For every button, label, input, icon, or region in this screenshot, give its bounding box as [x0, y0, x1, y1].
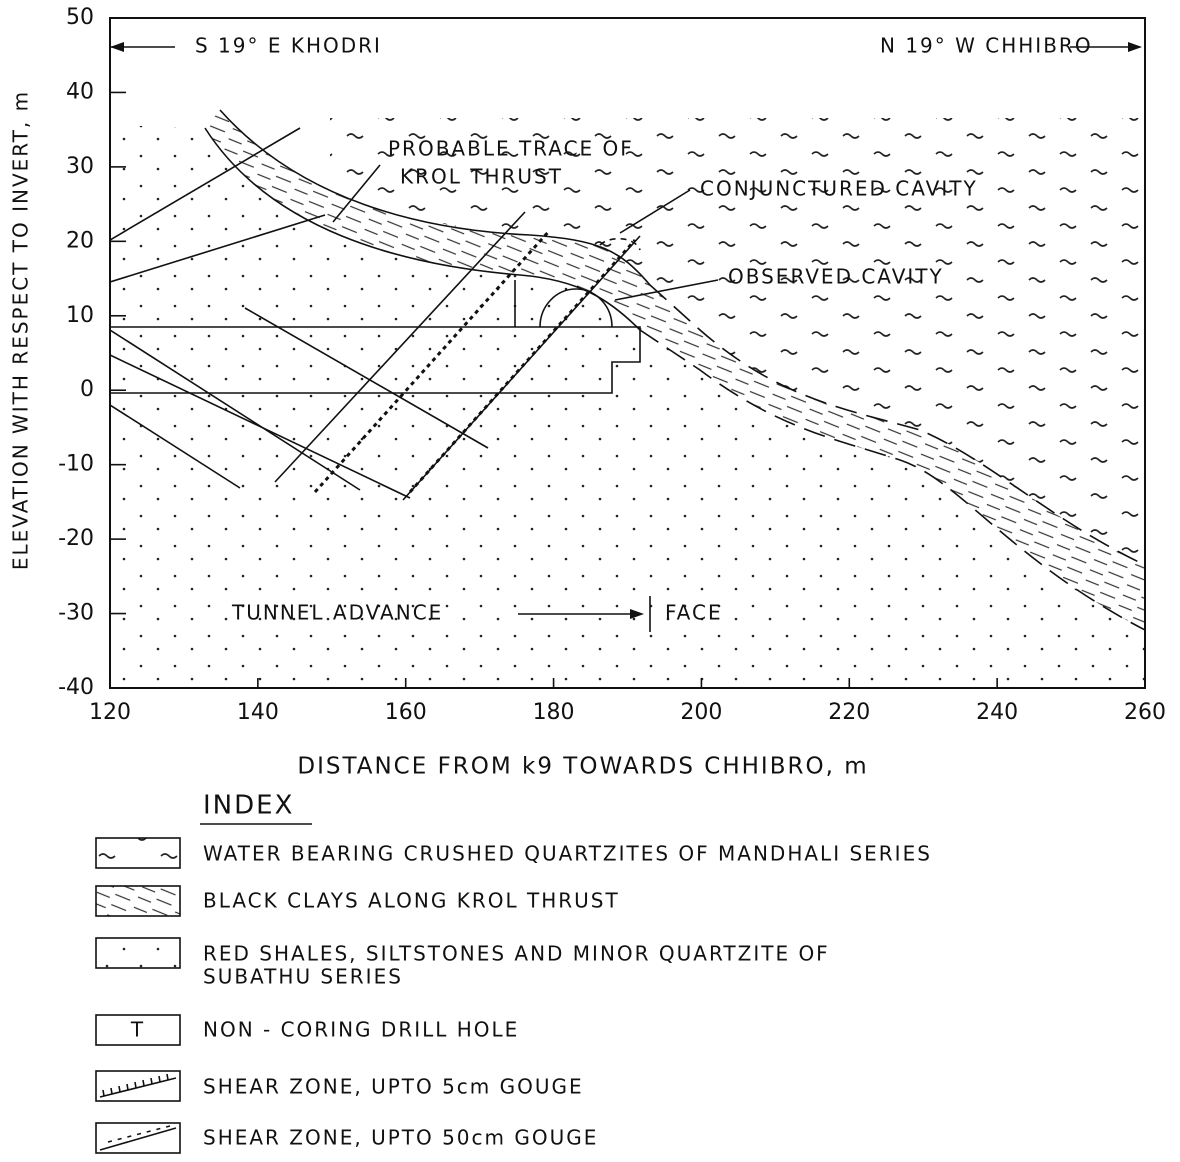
- y-tick-label: 30: [66, 154, 94, 179]
- y-tick-label: 10: [66, 303, 94, 328]
- legend-text: SHEAR ZONE, UPTO 5cm GOUGE: [203, 1075, 584, 1099]
- y-tick-label: 50: [66, 5, 94, 30]
- annotations: S 19° E KHODRI N 19° W CHHIBRO PROBABLE …: [110, 34, 1142, 632]
- legend-symbol: T: [130, 1018, 145, 1042]
- x-tick-label: 120: [89, 700, 131, 725]
- legend-text: BLACK CLAYS ALONG KROL THRUST: [203, 889, 620, 913]
- legend-text: SHEAR ZONE, UPTO 50cm GOUGE: [203, 1126, 598, 1150]
- x-tick-label: 140: [237, 700, 279, 725]
- legend: WATER BEARING CRUSHED QUARTZITES OF MAND…: [95, 837, 932, 1154]
- x-tick-label: 260: [1124, 700, 1166, 725]
- legend-text: NON - CORING DRILL HOLE: [203, 1018, 519, 1042]
- plot-frame: [109, 17, 1146, 689]
- y-tick-label: 40: [66, 79, 94, 104]
- annotation: S 19° E KHODRI: [195, 34, 382, 58]
- x-tick-label: 200: [680, 700, 722, 725]
- y-tick-label: -30: [58, 601, 94, 626]
- x-tick-label: 160: [385, 700, 427, 725]
- annotation: FACE: [665, 601, 723, 625]
- annotation: KROL THRUST: [400, 165, 563, 189]
- annotation: TUNNEL ADVANCE: [231, 601, 443, 625]
- geology: [110, 109, 1145, 688]
- annotation: PROBABLE TRACE OF: [388, 137, 634, 161]
- y-axis-label: ELEVATION WITH RESPECT TO INVERT, m: [9, 90, 33, 570]
- y-tick-label: -20: [58, 526, 94, 551]
- x-tick-label: 180: [533, 700, 575, 725]
- x-tick-label: 220: [828, 700, 870, 725]
- y-tick-label: -40: [58, 675, 94, 700]
- annotation: OBSERVED CAVITY: [728, 265, 944, 289]
- annotation: CONJUNCTURED CAVITY: [700, 177, 978, 201]
- annotation: N 19° W CHHIBRO: [880, 34, 1093, 58]
- legend-text: WATER BEARING CRUSHED QUARTZITES OF MAND…: [203, 842, 932, 866]
- index-title: INDEX: [203, 791, 294, 821]
- legend-text: SUBATHU SERIES: [203, 965, 403, 989]
- y-tick-label: 0: [80, 377, 94, 402]
- y-tick-label: 20: [66, 228, 94, 253]
- legend-text: RED SHALES, SILTSTONES AND MINOR QUARTZI…: [203, 942, 830, 966]
- x-axis-label: DISTANCE FROM k9 TOWARDS CHHIBRO, m: [297, 754, 868, 780]
- y-tick-label: -10: [58, 452, 94, 477]
- x-tick-label: 240: [976, 700, 1018, 725]
- axis-ticks: 120 140 160 180 200 220 240 260 -40 -30 -20 -10 0 10 2…: [58, 5, 1166, 725]
